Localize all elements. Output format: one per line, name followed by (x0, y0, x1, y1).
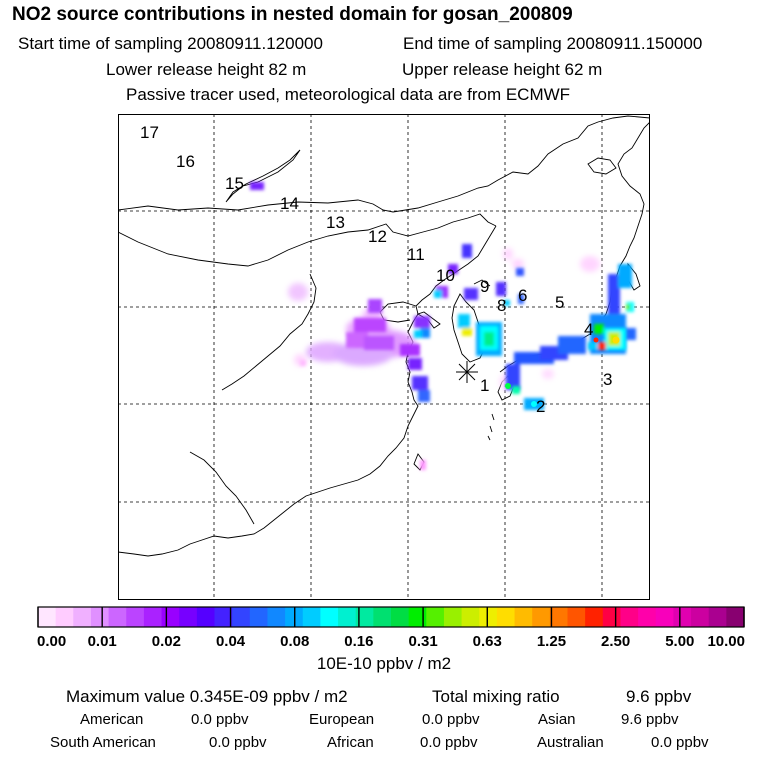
colorbar-cell (302, 607, 321, 627)
colorbar-tick-label: 2.50 (601, 633, 630, 650)
map-grid (118, 114, 650, 600)
colorbar-cell (496, 607, 516, 627)
region-value: 0.0 ppbv (651, 734, 709, 751)
colorbar-cell (638, 607, 657, 627)
colorbar-cell (708, 607, 727, 627)
trajectory-marker: 4 (584, 320, 593, 339)
total-mixing-value: 9.6 ppbv (626, 687, 692, 706)
trajectory-marker: 1 (480, 376, 489, 395)
colorbar-tick-label: 0.63 (473, 633, 502, 650)
maximum-value: Maximum value 0.345E-09 ppbv / m2 (66, 687, 348, 706)
colorbar-cell (585, 607, 604, 627)
colorbar-cell (267, 607, 286, 627)
colorbar-cell (479, 607, 498, 627)
colorbar-cell (90, 607, 110, 627)
colorbar-tick-label: 0.31 (408, 633, 437, 650)
colorbar-cell (726, 607, 745, 627)
trajectory-marker: 3 (603, 370, 612, 389)
colorbar-cell (232, 607, 251, 627)
region-name: Australian (537, 734, 604, 751)
colorbar-tick-label: 0.16 (344, 633, 373, 650)
chart-title: NO2 source contributions in nested domai… (12, 4, 573, 25)
sharp-dots (505, 336, 620, 407)
colorbar-cell (408, 607, 427, 627)
trajectory-marker: 6 (518, 286, 527, 305)
colorbar-cell (249, 607, 269, 627)
colorbar-cell (514, 607, 533, 627)
colorbar-cell (443, 607, 463, 627)
colorbar-tick-label: 0.08 (280, 633, 309, 650)
colorbar-tick-label: 1.25 (537, 633, 566, 650)
region-name: European (309, 711, 375, 728)
region-value: 0.0 ppbv (422, 711, 480, 728)
colorbar-cell (691, 607, 710, 627)
colorbar-cell (673, 607, 692, 627)
colorbar-cell (214, 607, 233, 627)
upper-release-height: Upper release height 62 m (402, 60, 603, 79)
tracer-note: Passive tracer used, meteorological data… (126, 85, 571, 104)
colorbar: 0.00 0.01 0.02 0.04 0.08 0.16 0.31 0.63 1.25 2.50… (37, 606, 745, 650)
trajectory-marker: 12 (368, 227, 387, 246)
colorbar-cell (179, 607, 198, 627)
colorbar-cell (461, 607, 480, 627)
region-value: 0.0 ppbv (420, 734, 478, 751)
colorbar-tick-label: 5.00 (665, 633, 694, 650)
region-value: 0.0 ppbv (209, 734, 267, 751)
colorbar-cell (620, 607, 639, 627)
trajectory-marker: 16 (176, 152, 195, 171)
colorbar-cell (55, 607, 74, 627)
colorbar-cell (38, 607, 57, 627)
colorbar-tick-label: 0.01 (88, 633, 117, 650)
receptor-star (456, 361, 478, 383)
colorbar-cell (532, 607, 551, 627)
trajectory-markers: 17 16 15 14 13 12 11 10 986 5 4 3 2 1 (140, 123, 612, 416)
total-mixing-label: Total mixing ratio (432, 687, 560, 706)
colorbar-cell (143, 607, 163, 627)
lower-release-height: Lower release height 82 m (106, 60, 307, 79)
trajectory-marker: 17 (140, 123, 159, 142)
colorbar-tick-label: 0.02 (152, 633, 181, 650)
trajectory-marker: 5 (555, 293, 564, 312)
colorbar-tick-label: 10.00 (707, 633, 745, 650)
trajectory-marker: 15 (225, 174, 244, 193)
colorbar-cell (567, 607, 586, 627)
end-time: End time of sampling 20080911.150000 (403, 34, 703, 53)
colorbar-cell (373, 607, 392, 627)
colorbar-cell (161, 607, 180, 627)
trajectory-marker: 14 (280, 194, 299, 213)
start-time: Start time of sampling 20080911.120000 (18, 34, 323, 53)
trajectory-marker: 11 (407, 245, 425, 264)
region-name: African (327, 734, 374, 751)
region-name: American (80, 711, 144, 728)
region-name: Asian (538, 711, 576, 728)
colorbar-ticks: 0.00 0.01 0.02 0.04 0.08 0.16 0.31 0.63 1.25 2.50… (37, 606, 745, 650)
trajectory-marker: 10 (436, 266, 455, 285)
colorbar-cell (549, 607, 569, 627)
colorbar-tick-label: 0.04 (216, 633, 246, 650)
colorbar-tick-label: 0.00 (37, 633, 66, 650)
colorbar-cells (38, 607, 745, 627)
trajectory-marker: 9 (480, 277, 489, 296)
region-value: 0.0 ppbv (191, 711, 249, 728)
trajectory-marker: 8 (497, 296, 506, 315)
colorbar-unit: 10E-10 ppbv / m2 (316, 654, 452, 673)
colorbar-cell (196, 607, 216, 627)
region-name: South American (50, 734, 156, 751)
colorbar-cell (426, 607, 445, 627)
trajectory-marker: 13 (326, 213, 345, 232)
colorbar-cell (320, 607, 339, 627)
trajectory-marker: 2 (536, 397, 545, 416)
colorbar-cell (655, 607, 674, 627)
colorbar-cell (338, 607, 357, 627)
map-panel: 17 16 15 14 13 12 11 10 986 5 4 3 2 1 (118, 114, 650, 600)
colorbar-cell (391, 607, 410, 627)
colorbar-cell (108, 607, 127, 627)
colorbar-cell (126, 607, 145, 627)
colorbar-cell (73, 607, 92, 627)
region-value: 9.6 ppbv (621, 711, 679, 728)
colorbar-cell (602, 607, 622, 627)
colorbar-cell (355, 607, 374, 627)
